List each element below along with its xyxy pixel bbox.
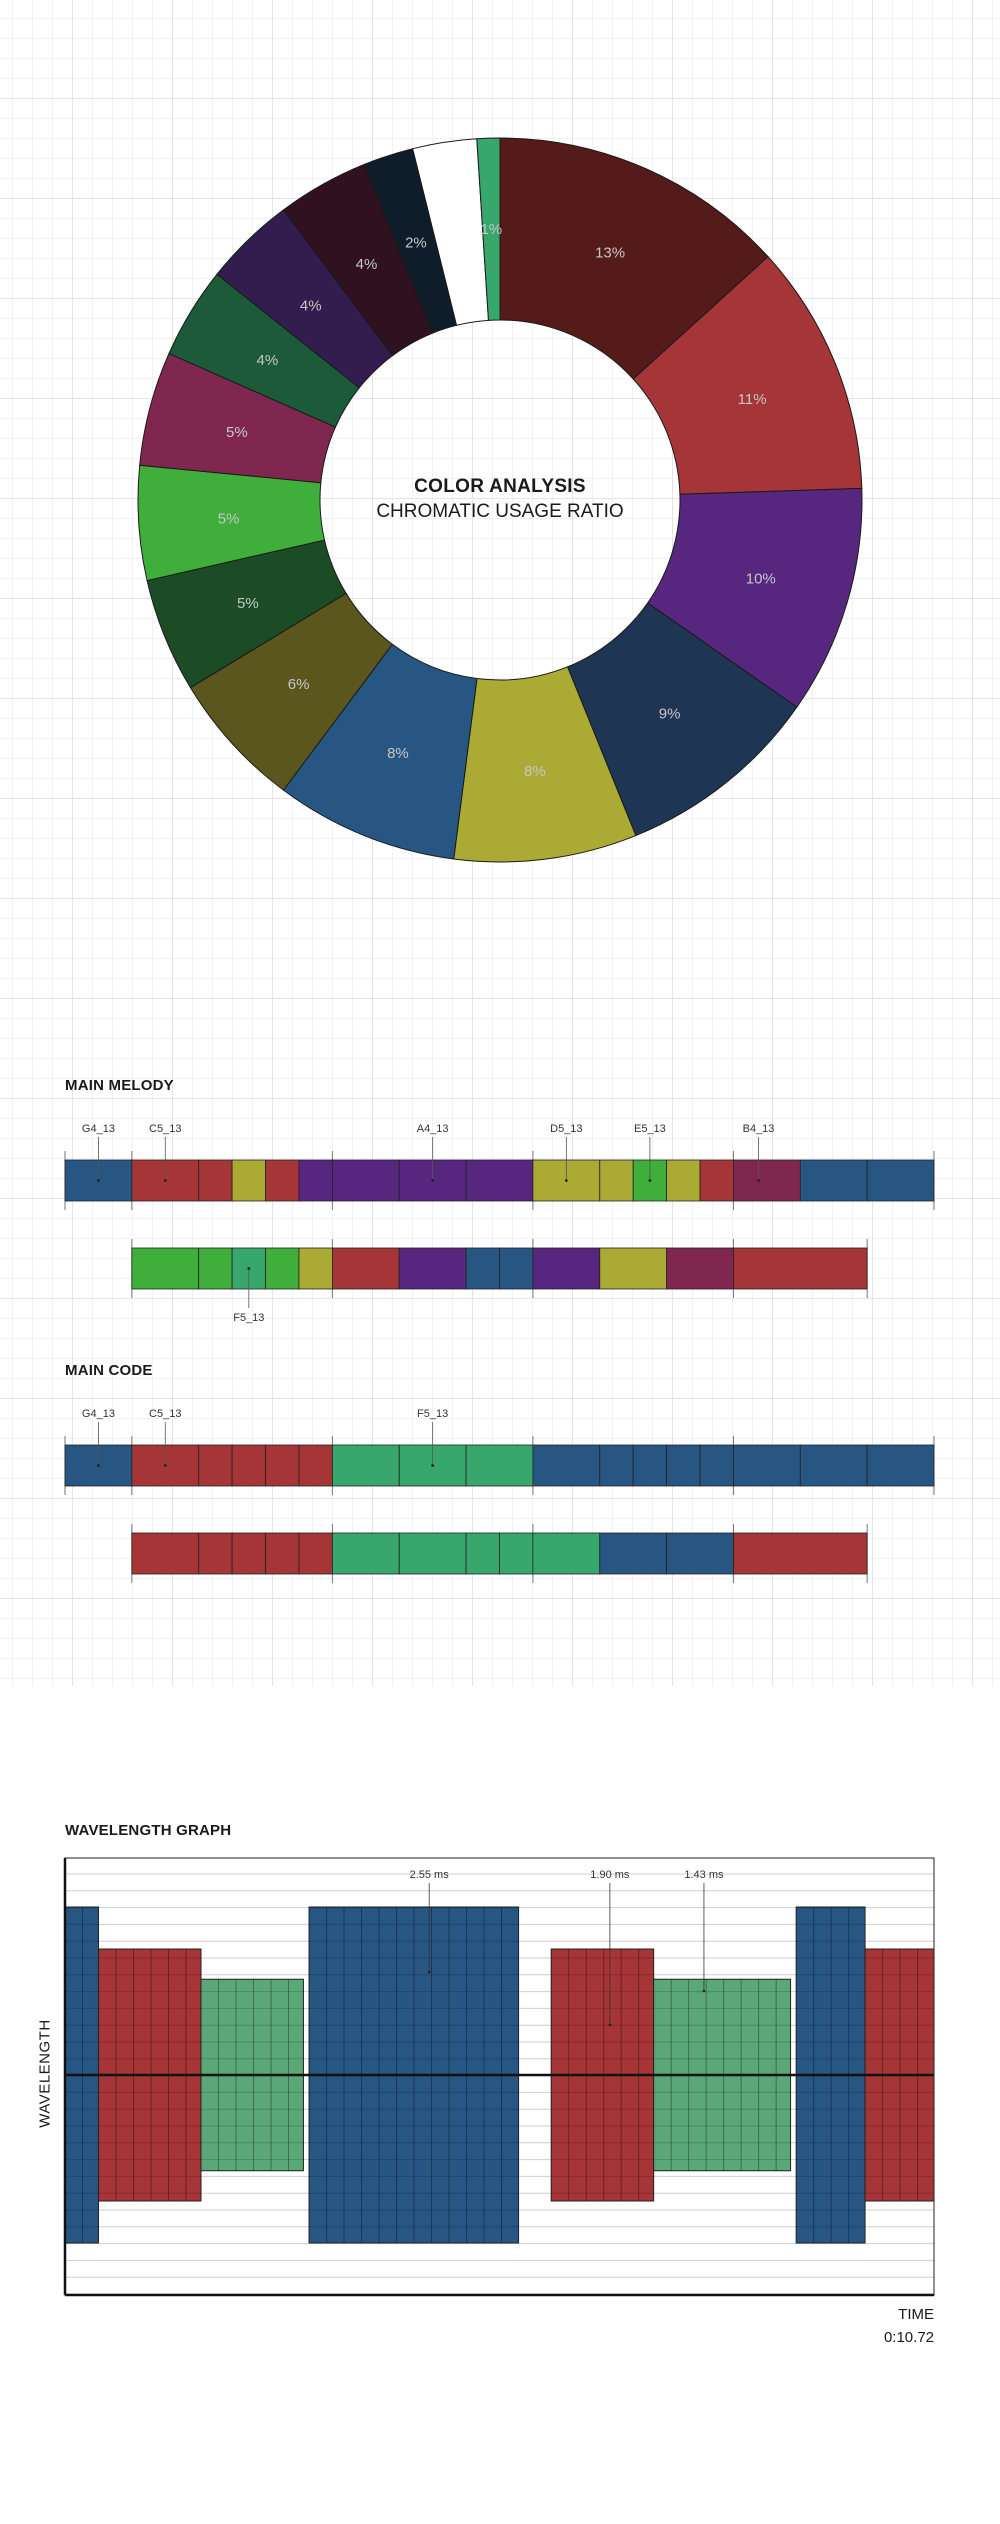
note-label: F5_13: [417, 1408, 448, 1420]
note-segment: [231, 1159, 266, 1202]
note-segment: [198, 1444, 233, 1487]
wavelength-x-label: TIME: [898, 2306, 934, 2323]
note-segment: [499, 1247, 534, 1290]
note-segment: [265, 1532, 300, 1575]
note-segment: [131, 1247, 200, 1290]
note-segment: [532, 1444, 601, 1487]
note-segment: [198, 1247, 233, 1290]
code-section-title: MAIN CODE: [65, 1362, 153, 1379]
donut-slice-label: 2%: [405, 234, 427, 251]
note-segment: [398, 1247, 467, 1290]
donut-slice-label: 5%: [226, 424, 248, 441]
note-segment: [465, 1444, 534, 1487]
note-segment: [733, 1247, 868, 1290]
note-label: E5_13: [634, 1123, 666, 1135]
note-segment: [331, 1247, 400, 1290]
note-segment: [733, 1444, 801, 1487]
note-segment: [465, 1532, 500, 1575]
donut-chart: 13% 11% 10% 9% 8% 8% 6% 5% 5% 5% 4% 4% 4% 2% 1%: [137, 137, 863, 863]
note-segment: [465, 1247, 500, 1290]
donut-slice-label: 9%: [659, 706, 681, 723]
donut-slice-label: 5%: [237, 595, 259, 612]
note-segment: [699, 1444, 734, 1487]
note-segment: [733, 1159, 801, 1202]
time-readout: 0:10.72: [883, 2329, 934, 2346]
duration-annotation: 1.90 ms: [590, 1869, 630, 1881]
melody-section-title: MAIN MELODY: [65, 1077, 174, 1094]
note-label: G4_13: [82, 1408, 115, 1420]
note-segment: [733, 1532, 868, 1575]
donut-slice-label: 4%: [257, 352, 279, 369]
donut-slice-label: 5%: [218, 510, 240, 527]
note-label: C5_13: [149, 1408, 181, 1420]
note-segment: [231, 1532, 266, 1575]
donut-slice-label: 8%: [524, 763, 546, 780]
note-segment: [799, 1159, 868, 1202]
donut-slice: [476, 137, 501, 321]
note-segment: [666, 1159, 701, 1202]
note-segment: [599, 1444, 634, 1487]
note-segment: [198, 1532, 233, 1575]
note-segment: [331, 1159, 400, 1202]
note-segment: [131, 1532, 200, 1575]
note-segment: [532, 1247, 601, 1290]
donut-slice-label: 4%: [356, 256, 378, 273]
donut-slice-label: 1%: [480, 221, 502, 238]
note-segment: [198, 1159, 233, 1202]
donut-title: COLOR ANALYSIS: [414, 476, 586, 497]
note-label: A4_13: [417, 1123, 449, 1135]
note-segment: [799, 1444, 868, 1487]
note-segment: [866, 1159, 935, 1202]
note-segment: [866, 1444, 935, 1487]
wavelength-graph: 2.55 ms 1.90 ms 1.43 ms: [63, 1857, 935, 2297]
note-label: D5_13: [550, 1123, 582, 1135]
note-segment: [632, 1444, 668, 1487]
duration-annotation: 1.43 ms: [684, 1869, 724, 1881]
note-segment: [465, 1159, 534, 1202]
code-tracks: G4_13 C5_13 F5_13: [64, 1408, 935, 1583]
note-segment: [666, 1444, 701, 1487]
donut-slice-label: 8%: [387, 745, 409, 762]
donut-subtitle: CHROMATIC USAGE RATIO: [376, 501, 624, 522]
wavelength-section-title: WAVELENGTH GRAPH: [65, 1822, 232, 1839]
note-segment: [265, 1444, 300, 1487]
note-segment: [599, 1247, 668, 1290]
donut-slice-label: 4%: [300, 298, 322, 315]
donut-center-label: COLOR ANALYSIS CHROMATIC USAGE RATIO: [350, 476, 650, 523]
note-segment: [265, 1247, 300, 1290]
note-label: G4_13: [82, 1123, 115, 1135]
donut-slice: [499, 137, 769, 380]
wavelength-y-label: WAVELENGTH: [36, 2019, 54, 2128]
note-segment: [298, 1247, 333, 1290]
note-segment: [298, 1444, 333, 1487]
donut-slice-label: 6%: [288, 676, 310, 693]
donut-slice-label: 10%: [746, 570, 776, 587]
note-segment: [298, 1532, 333, 1575]
note-segment: [599, 1532, 668, 1575]
note-label: C5_13: [149, 1123, 181, 1135]
donut-slice-label: 11%: [738, 391, 767, 408]
note-segment: [666, 1247, 734, 1290]
note-label: B4_13: [743, 1123, 775, 1135]
note-segment: [265, 1159, 300, 1202]
note-segment: [398, 1532, 467, 1575]
note-segment: [499, 1532, 534, 1575]
note-label: F5_13: [233, 1312, 264, 1324]
note-segment: [666, 1532, 734, 1575]
note-segment: [298, 1159, 333, 1202]
donut-slice-label: 13%: [595, 244, 625, 261]
note-segment: [699, 1159, 734, 1202]
duration-annotation: 2.55 ms: [410, 1869, 450, 1881]
note-segment: [331, 1532, 400, 1575]
note-segment: [532, 1532, 601, 1575]
note-segment: [599, 1159, 634, 1202]
note-segment: [231, 1444, 266, 1487]
note-segment: [331, 1444, 400, 1487]
melody-tracks: G4_13 C5_13 A4_13 D5_13 E5_13 B4_13 F5_13: [64, 1123, 935, 1324]
donut-slice: [632, 255, 863, 495]
